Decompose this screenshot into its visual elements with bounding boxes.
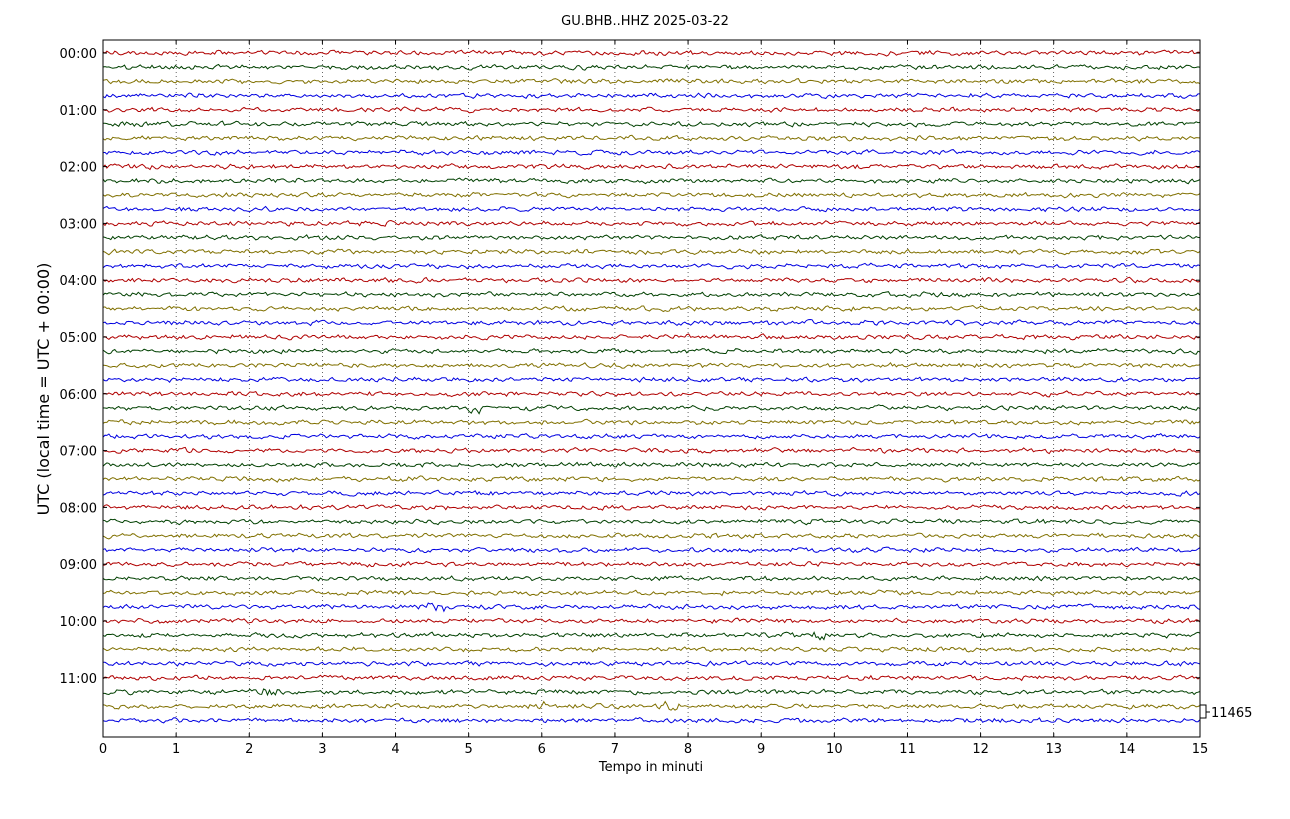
trace-line <box>102 602 1201 613</box>
trace-line <box>102 418 1201 426</box>
y-tick-label: 01:00 <box>60 104 97 119</box>
trace-line <box>102 433 1201 440</box>
trace-line <box>102 304 1201 313</box>
x-tick-label: 1 <box>172 742 180 757</box>
trace-line <box>102 149 1201 156</box>
trace-line <box>102 276 1201 284</box>
trace-line <box>102 674 1201 682</box>
y-axis-label: UTC (local time = UTC + 00:00) <box>34 263 53 516</box>
trace-line <box>102 318 1201 327</box>
trace-line <box>102 404 1201 415</box>
trace-line <box>102 191 1201 199</box>
y-tick-label: 02:00 <box>60 161 97 176</box>
scale-bar-label: 11465 <box>1211 706 1252 721</box>
y-tick-label: 03:00 <box>60 217 97 232</box>
x-tick-label: 10 <box>826 742 843 757</box>
trace-line <box>102 234 1201 241</box>
x-tick-label: 5 <box>465 742 473 757</box>
x-axis-label: Tempo in minuti <box>598 760 703 775</box>
seismogram-traces <box>102 49 1201 724</box>
x-tick-label: 2 <box>245 742 253 757</box>
trace-line <box>102 219 1201 227</box>
trace-line <box>102 390 1201 398</box>
y-tick-label: 11:00 <box>60 672 97 687</box>
trace-line <box>102 446 1200 455</box>
trace-line <box>102 106 1201 114</box>
trace-line <box>103 688 1201 697</box>
x-tick-label: 14 <box>1119 742 1136 757</box>
trace-line <box>102 333 1201 341</box>
x-tick-label: 8 <box>684 742 692 757</box>
trace-line <box>102 361 1201 369</box>
chart-title: GU.BHB..HHZ 2025-03-22 <box>561 14 729 29</box>
trace-line <box>102 518 1201 526</box>
trace-line <box>102 63 1201 71</box>
scale-bar: 11465 <box>1200 704 1252 721</box>
trace-line <box>102 717 1201 724</box>
x-tick-label: 9 <box>757 742 765 757</box>
trace-line <box>102 646 1201 653</box>
trace-line <box>102 546 1201 554</box>
trace-line <box>102 134 1201 142</box>
trace-line <box>102 291 1201 298</box>
y-tick-label: 04:00 <box>60 274 97 289</box>
plot-frame <box>102 39 1201 738</box>
trace-line <box>102 92 1200 100</box>
x-tick-label: 0 <box>99 742 107 757</box>
trace-line <box>102 248 1201 256</box>
trace-line <box>102 489 1201 497</box>
trace-line <box>102 475 1201 483</box>
vertical-gridlines <box>175 40 1128 737</box>
y-tick-label: 00:00 <box>60 47 97 62</box>
trace-line <box>102 589 1201 597</box>
y-tick-label: 07:00 <box>60 445 97 460</box>
trace-line <box>102 532 1201 540</box>
x-tick-label: 15 <box>1192 742 1209 757</box>
y-tick-label: 09:00 <box>60 558 97 573</box>
y-tick-label: 08:00 <box>60 501 97 516</box>
y-tick-label: 06:00 <box>60 388 97 403</box>
trace-line <box>102 617 1201 625</box>
x-tick-label: 3 <box>318 742 326 757</box>
trace-line <box>102 504 1201 511</box>
x-axis-ticks: 0 1 2 3 4 5 6 7 8 9 10 11 12 13 14 15 <box>99 40 1208 757</box>
x-tick-label: 6 <box>538 742 546 757</box>
trace-line <box>102 461 1201 469</box>
trace-line <box>102 120 1201 128</box>
trace-line <box>102 163 1201 171</box>
x-tick-label: 11 <box>899 742 916 757</box>
trace-line <box>102 700 1201 711</box>
x-tick-label: 12 <box>972 742 989 757</box>
trace-line <box>102 560 1201 568</box>
y-tick-label: 10:00 <box>60 615 97 630</box>
trace-line <box>102 205 1201 213</box>
trace-line <box>102 376 1201 383</box>
trace-line <box>102 78 1201 85</box>
trace-line <box>102 631 1201 641</box>
trace-line <box>102 347 1201 355</box>
trace-line <box>102 262 1201 270</box>
x-tick-label: 7 <box>611 742 619 757</box>
x-tick-label: 13 <box>1045 742 1062 757</box>
trace-line <box>103 660 1201 667</box>
x-tick-label: 4 <box>391 742 399 757</box>
trace-line <box>102 575 1201 582</box>
y-tick-label: 05:00 <box>60 331 97 346</box>
trace-line <box>102 49 1201 57</box>
y-axis-ticks: 00:00 01:00 02:00 03:00 04:00 05:00 06:00 07:00… <box>60 47 1200 687</box>
trace-line <box>102 177 1201 185</box>
